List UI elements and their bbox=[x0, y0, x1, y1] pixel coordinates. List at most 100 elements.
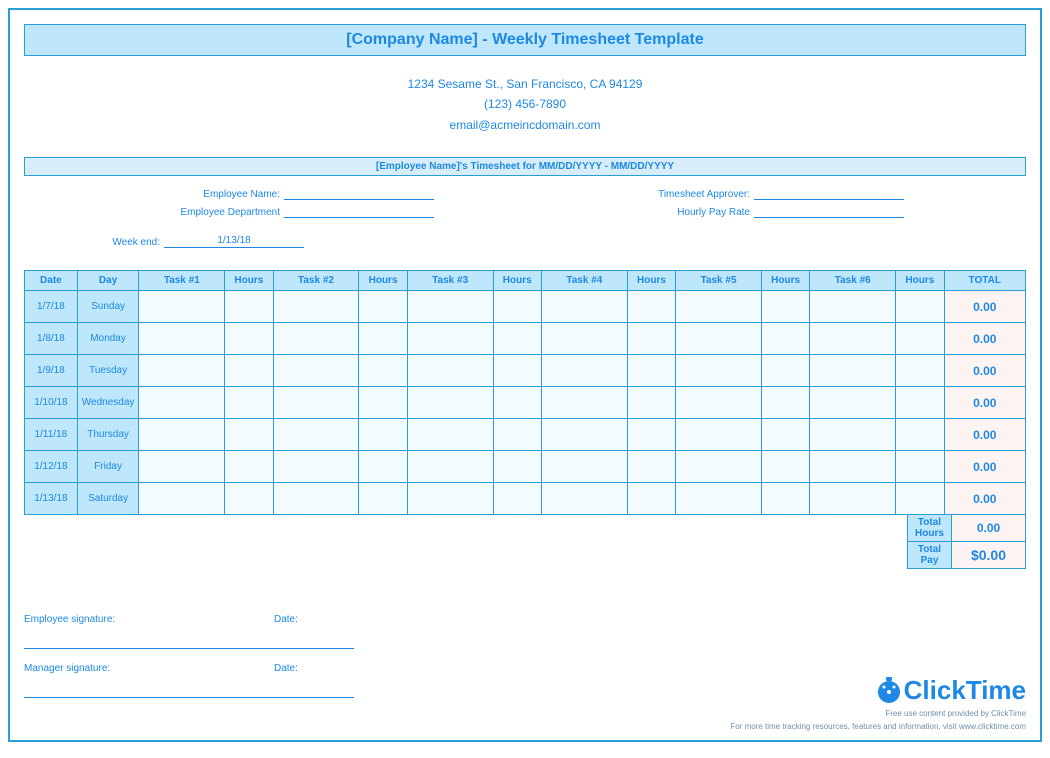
cell-hours[interactable] bbox=[359, 419, 407, 451]
cell-task[interactable] bbox=[676, 483, 762, 515]
cell-task[interactable] bbox=[676, 291, 762, 323]
cell-hours[interactable] bbox=[359, 387, 407, 419]
cell-hours[interactable] bbox=[359, 483, 407, 515]
cell-hours[interactable] bbox=[493, 355, 541, 387]
cell-hours[interactable] bbox=[896, 419, 944, 451]
cell-hours[interactable] bbox=[761, 355, 809, 387]
cell-hours[interactable] bbox=[225, 387, 273, 419]
cell-hours[interactable] bbox=[493, 451, 541, 483]
cell-task[interactable] bbox=[810, 323, 896, 355]
cell-hours[interactable] bbox=[627, 419, 675, 451]
cell-task[interactable] bbox=[139, 483, 225, 515]
cell-task[interactable] bbox=[273, 291, 359, 323]
cell-hours[interactable] bbox=[493, 323, 541, 355]
cell-hours[interactable] bbox=[627, 387, 675, 419]
employee-signature-line[interactable] bbox=[24, 629, 354, 649]
cell-hours[interactable] bbox=[359, 291, 407, 323]
cell-task[interactable] bbox=[541, 483, 627, 515]
cell-hours[interactable] bbox=[225, 419, 273, 451]
cell-task[interactable] bbox=[541, 291, 627, 323]
cell-task[interactable] bbox=[407, 419, 493, 451]
cell-hours[interactable] bbox=[225, 355, 273, 387]
manager-signature-date-label: Date: bbox=[274, 663, 298, 674]
cell-task[interactable] bbox=[139, 323, 225, 355]
cell-task[interactable] bbox=[810, 291, 896, 323]
cell-hours[interactable] bbox=[761, 387, 809, 419]
cell-hours[interactable] bbox=[627, 451, 675, 483]
cell-hours[interactable] bbox=[896, 355, 944, 387]
cell-hours[interactable] bbox=[627, 355, 675, 387]
cell-hours[interactable] bbox=[225, 291, 273, 323]
cell-hours[interactable] bbox=[225, 483, 273, 515]
cell-task[interactable] bbox=[407, 323, 493, 355]
cell-task[interactable] bbox=[676, 323, 762, 355]
cell-task[interactable] bbox=[541, 323, 627, 355]
employee-signature-date-label: Date: bbox=[274, 614, 298, 625]
cell-task[interactable] bbox=[273, 451, 359, 483]
cell-task[interactable] bbox=[810, 387, 896, 419]
week-end-field[interactable]: 1/13/18 bbox=[164, 234, 304, 248]
employee-department-field[interactable] bbox=[284, 204, 434, 218]
cell-task[interactable] bbox=[273, 355, 359, 387]
cell-task[interactable] bbox=[407, 451, 493, 483]
cell-hours[interactable] bbox=[896, 387, 944, 419]
cell-hours[interactable] bbox=[225, 451, 273, 483]
cell-task[interactable] bbox=[273, 483, 359, 515]
cell-hours[interactable] bbox=[627, 291, 675, 323]
cell-task[interactable] bbox=[407, 483, 493, 515]
cell-hours[interactable] bbox=[896, 451, 944, 483]
cell-task[interactable] bbox=[810, 483, 896, 515]
cell-hours[interactable] bbox=[359, 355, 407, 387]
cell-task[interactable] bbox=[407, 387, 493, 419]
cell-task[interactable] bbox=[810, 451, 896, 483]
manager-signature-line[interactable] bbox=[24, 678, 354, 698]
cell-task[interactable] bbox=[541, 419, 627, 451]
company-phone: (123) 456-7890 bbox=[24, 94, 1026, 114]
cell-task[interactable] bbox=[139, 355, 225, 387]
cell-task[interactable] bbox=[541, 387, 627, 419]
cell-task[interactable] bbox=[810, 355, 896, 387]
cell-hours[interactable] bbox=[627, 483, 675, 515]
cell-hours[interactable] bbox=[761, 451, 809, 483]
cell-task[interactable] bbox=[139, 419, 225, 451]
cell-hours[interactable] bbox=[896, 323, 944, 355]
cell-task[interactable] bbox=[273, 419, 359, 451]
cell-task[interactable] bbox=[541, 451, 627, 483]
cell-hours[interactable] bbox=[761, 323, 809, 355]
cell-hours[interactable] bbox=[493, 291, 541, 323]
cell-hours[interactable] bbox=[493, 419, 541, 451]
cell-task[interactable] bbox=[139, 451, 225, 483]
total-pay-value: $0.00 bbox=[952, 542, 1026, 569]
cell-hours[interactable] bbox=[225, 323, 273, 355]
cell-task[interactable] bbox=[541, 355, 627, 387]
brand-text: ClickTime bbox=[904, 675, 1026, 706]
cell-task[interactable] bbox=[810, 419, 896, 451]
company-email: email@acmeincdomain.com bbox=[24, 115, 1026, 135]
cell-task[interactable] bbox=[273, 387, 359, 419]
cell-date: 1/11/18 bbox=[25, 419, 78, 451]
cell-task[interactable] bbox=[407, 355, 493, 387]
cell-task[interactable] bbox=[407, 291, 493, 323]
cell-hours[interactable] bbox=[359, 451, 407, 483]
cell-hours[interactable] bbox=[493, 387, 541, 419]
cell-task[interactable] bbox=[676, 419, 762, 451]
approver-field[interactable] bbox=[754, 186, 904, 200]
cell-hours[interactable] bbox=[896, 291, 944, 323]
col-header: TOTAL bbox=[944, 271, 1025, 291]
hourly-rate-field[interactable] bbox=[754, 204, 904, 218]
cell-hours[interactable] bbox=[359, 323, 407, 355]
cell-task[interactable] bbox=[273, 323, 359, 355]
cell-hours[interactable] bbox=[627, 323, 675, 355]
table-row: 1/8/18Monday0.00 bbox=[25, 323, 1026, 355]
cell-task[interactable] bbox=[139, 387, 225, 419]
cell-hours[interactable] bbox=[761, 483, 809, 515]
cell-task[interactable] bbox=[676, 355, 762, 387]
cell-hours[interactable] bbox=[761, 291, 809, 323]
cell-hours[interactable] bbox=[761, 419, 809, 451]
cell-hours[interactable] bbox=[896, 483, 944, 515]
cell-task[interactable] bbox=[676, 387, 762, 419]
cell-task[interactable] bbox=[139, 291, 225, 323]
cell-hours[interactable] bbox=[493, 483, 541, 515]
cell-task[interactable] bbox=[676, 451, 762, 483]
employee-name-field[interactable] bbox=[284, 186, 434, 200]
